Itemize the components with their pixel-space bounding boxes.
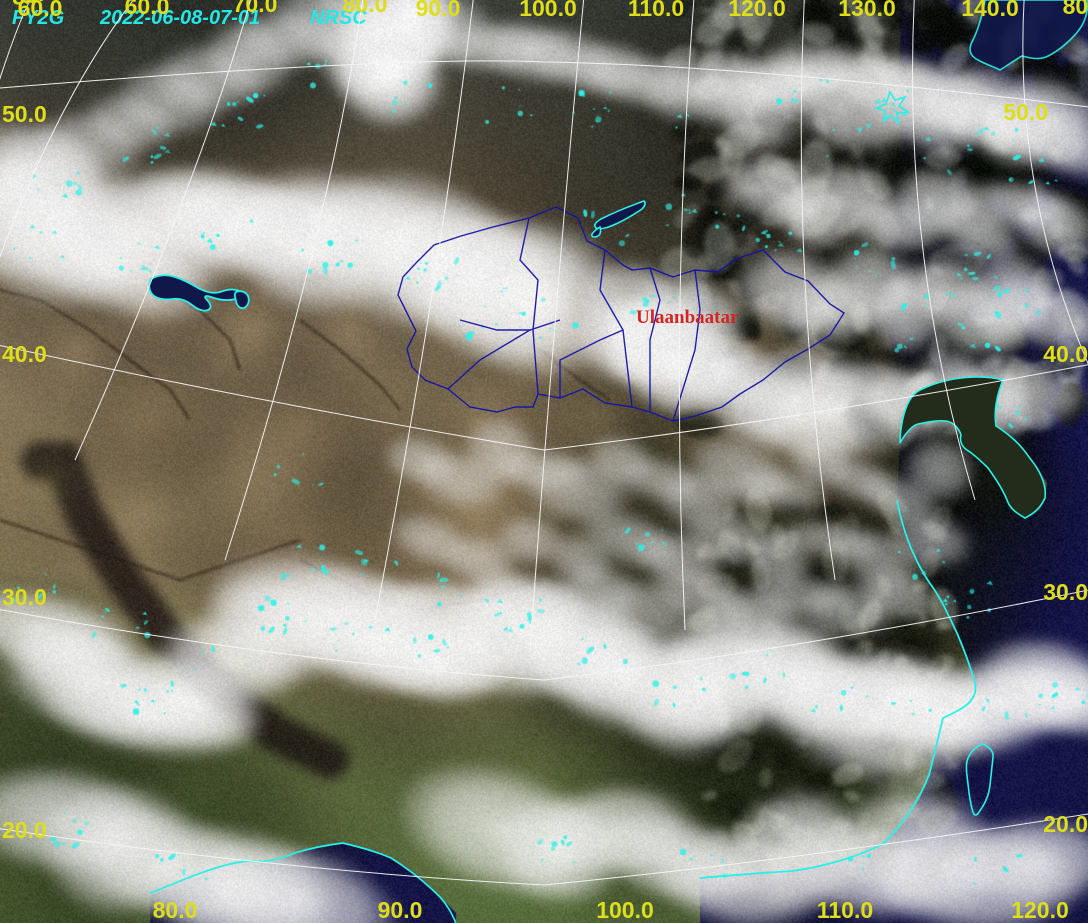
- svg-text:20.0: 20.0: [2, 817, 47, 843]
- svg-text:110.0: 110.0: [817, 897, 873, 923]
- svg-text:90.0: 90.0: [378, 897, 423, 923]
- svg-text:80.0: 80.0: [1063, 0, 1088, 19]
- svg-text:40.0: 40.0: [2, 341, 47, 367]
- svg-text:120.0: 120.0: [728, 0, 786, 21]
- svg-text:100.0: 100.0: [596, 897, 654, 923]
- svg-text:90.0: 90.0: [416, 0, 461, 21]
- svg-text:130.0: 130.0: [838, 0, 896, 21]
- svg-text:Ulaanbaatar: Ulaanbaatar: [636, 307, 739, 328]
- svg-text:50.0: 50.0: [2, 101, 47, 127]
- svg-text:110.0: 110.0: [628, 0, 684, 21]
- svg-text:20.0: 20.0: [1043, 811, 1088, 837]
- svg-text:30.0: 30.0: [1043, 579, 1088, 605]
- svg-text:100.0: 100.0: [519, 0, 577, 21]
- svg-text:50.0: 50.0: [1003, 99, 1048, 125]
- svg-text:120.0: 120.0: [1011, 897, 1069, 923]
- svg-text:60.0: 60.0: [18, 0, 63, 21]
- svg-text:80.0: 80.0: [153, 897, 198, 923]
- svg-text:70.0: 70.0: [233, 0, 278, 17]
- svg-text:30.0: 30.0: [2, 584, 47, 610]
- svg-text:60.0: 60.0: [125, 0, 170, 19]
- svg-text:40.0: 40.0: [1043, 341, 1088, 367]
- svg-text:140.0: 140.0: [961, 0, 1019, 21]
- svg-text:80.0: 80.0: [343, 0, 388, 17]
